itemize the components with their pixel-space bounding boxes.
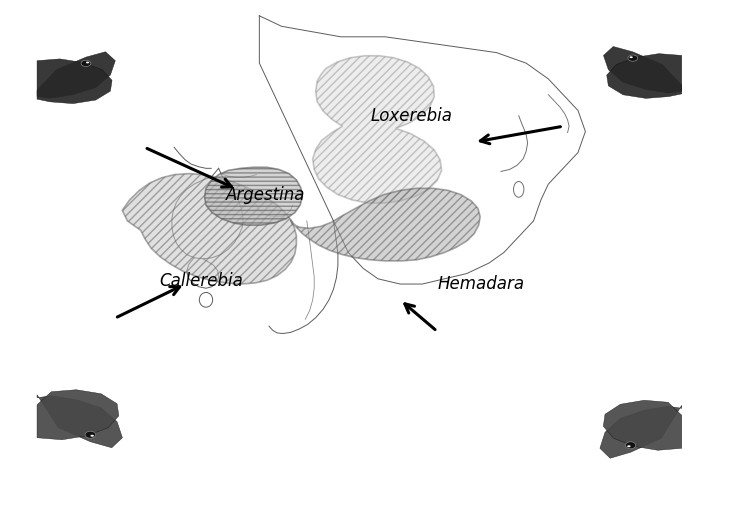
Ellipse shape: [630, 56, 633, 58]
Text: Callerebia: Callerebia: [159, 272, 243, 290]
Text: Argestina: Argestina: [226, 186, 305, 204]
Polygon shape: [607, 54, 682, 98]
Ellipse shape: [85, 431, 96, 438]
Polygon shape: [290, 188, 480, 261]
Polygon shape: [603, 400, 682, 450]
Ellipse shape: [86, 62, 89, 64]
Polygon shape: [122, 174, 296, 284]
Ellipse shape: [628, 55, 638, 61]
Polygon shape: [37, 59, 112, 104]
Ellipse shape: [90, 434, 94, 437]
Polygon shape: [37, 52, 116, 98]
Ellipse shape: [81, 60, 91, 66]
Ellipse shape: [627, 445, 631, 447]
Polygon shape: [603, 46, 682, 93]
Ellipse shape: [625, 442, 636, 449]
Polygon shape: [37, 390, 119, 440]
Polygon shape: [205, 167, 302, 225]
Text: Hemadara: Hemadara: [437, 275, 525, 293]
Text: Loxerebia: Loxerebia: [370, 107, 453, 125]
Polygon shape: [37, 394, 122, 448]
Polygon shape: [600, 405, 682, 458]
Polygon shape: [313, 56, 442, 203]
